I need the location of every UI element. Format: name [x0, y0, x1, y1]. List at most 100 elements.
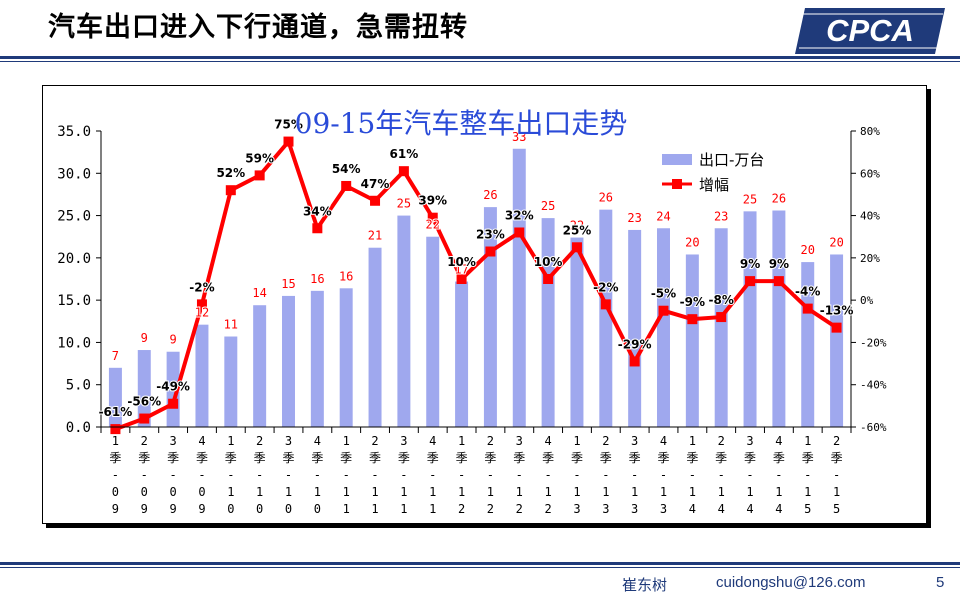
footer-rule [0, 562, 960, 565]
y-tick-label-right: -40% [860, 379, 887, 392]
y-tick-label-right: 40% [860, 210, 880, 223]
line-marker [485, 246, 496, 257]
growth-value-label: 52% [216, 166, 245, 180]
x-tick-label: 1 季-0 9 [109, 434, 121, 516]
line-marker [139, 413, 150, 424]
bar [397, 215, 411, 427]
x-tick-label: 2 季-1 0 [254, 434, 266, 516]
bar-value-label: 25 [743, 192, 757, 206]
growth-value-label: -56% [127, 395, 161, 409]
bar [743, 211, 757, 427]
line-marker [456, 274, 467, 284]
x-tick-label: 4 季-1 4 [773, 434, 785, 516]
bar [599, 209, 613, 427]
growth-value-label: 32% [505, 208, 534, 222]
bar [628, 229, 642, 427]
growth-value-label: -8% [709, 293, 734, 307]
slide-title: 汽车出口进入下行通道，急需扭转 [48, 12, 468, 43]
line-marker [543, 274, 554, 284]
growth-value-label: -13% [820, 304, 854, 318]
y-tick-label-right: -60% [860, 421, 887, 434]
bar [282, 295, 295, 427]
bar [714, 228, 728, 427]
chart-panel: 0.0 5.0 10.0 15.0 20.0 25.0 30.0 35.0 -60% -40% -2… [42, 85, 927, 524]
growth-value-label: 61% [390, 147, 419, 161]
bar [772, 210, 786, 427]
x-tick-label: 3 季-1 3 [629, 434, 641, 516]
growth-value-label: -29% [618, 337, 652, 351]
bar-value-label: 24 [656, 209, 670, 223]
bar [195, 324, 209, 427]
growth-value-label: 9% [740, 257, 760, 271]
line-marker [629, 356, 640, 367]
x-tick-label: 1 季-1 5 [802, 434, 814, 516]
x-tick-label: 2 季-1 4 [715, 434, 727, 516]
bar-value-label: 26 [599, 191, 613, 205]
y-tick-label-left: 30.0 [57, 166, 91, 182]
bar [570, 237, 584, 427]
bar-value-label: 22 [570, 219, 584, 233]
y-tick-label-right: 80% [860, 125, 880, 138]
bar-value-label: 23 [714, 209, 728, 223]
bar [830, 254, 844, 427]
header-rule [0, 56, 960, 59]
growth-value-label: -5% [651, 287, 676, 301]
line-marker [312, 223, 323, 234]
x-tick-label: 4 季-1 0 [311, 434, 323, 516]
bar [137, 350, 151, 427]
bar [512, 148, 526, 427]
chart-title: 09-15年汽车整车出口走势 [295, 107, 628, 140]
bar-value-label: 20 [829, 235, 843, 249]
bar-value-label: 17 [454, 263, 468, 277]
bar-value-label: 12 [195, 306, 209, 320]
bar-value-label: 25 [397, 197, 411, 211]
x-tick-label: 1 季-1 3 [571, 434, 583, 516]
line-marker [427, 212, 438, 223]
line-marker [600, 299, 611, 310]
bar-value-label: 16 [310, 272, 324, 286]
growth-value-label: 25% [563, 223, 592, 237]
growth-value-label: 34% [303, 204, 332, 218]
page-number: 5 [936, 574, 945, 591]
x-tick-label: 1 季-1 4 [686, 434, 698, 516]
line-marker [370, 195, 381, 206]
line-marker [716, 312, 727, 323]
line-marker [571, 242, 582, 253]
bar [426, 236, 440, 427]
bar [368, 247, 382, 427]
x-tick-label: 4 季-1 2 [542, 434, 554, 516]
x-tick-label: 2 季-1 2 [484, 434, 496, 516]
bar-value-label: 20 [801, 243, 815, 257]
growth-value-label: 10% [534, 255, 563, 269]
y-tick-label-left: 5.0 [66, 378, 91, 394]
bar [483, 207, 497, 427]
bar-value-label: 26 [772, 191, 786, 205]
bar-value-label: 14 [252, 286, 266, 300]
x-tick-label: 3 季-1 2 [513, 434, 525, 516]
logo-text: CPCA [826, 13, 914, 48]
growth-value-label: 54% [332, 162, 361, 176]
line-marker [225, 185, 236, 196]
x-tick-label: 2 季-1 3 [600, 434, 612, 516]
growth-value-label: 75% [274, 118, 303, 132]
bar [657, 228, 670, 427]
footer-email[interactable]: cuidongshu@126.com [716, 574, 866, 591]
line-marker [658, 305, 669, 316]
bar-value-label: 22 [426, 218, 440, 232]
growth-value-label: -2% [593, 280, 618, 294]
bar-value-label: 25 [541, 199, 555, 213]
y-tick-label-left: 35.0 [57, 124, 91, 140]
bar-value-label: 9 [141, 331, 148, 345]
footer-rule-thin [0, 567, 960, 568]
growth-value-label: 39% [418, 194, 447, 208]
x-tick-label: 3 季-1 4 [744, 434, 756, 516]
y-tick-label-right: 60% [860, 167, 880, 180]
growth-value-label: 23% [476, 228, 505, 242]
bar-value-label: 26 [483, 188, 497, 202]
x-tick-label: 1 季-1 1 [340, 434, 352, 516]
line-marker [341, 180, 352, 191]
bar-value-label: 9 [169, 333, 176, 347]
growth-value-label: 10% [447, 255, 476, 269]
bar-value-label: 21 [368, 229, 382, 243]
y-tick-label-left: 25.0 [57, 209, 91, 225]
